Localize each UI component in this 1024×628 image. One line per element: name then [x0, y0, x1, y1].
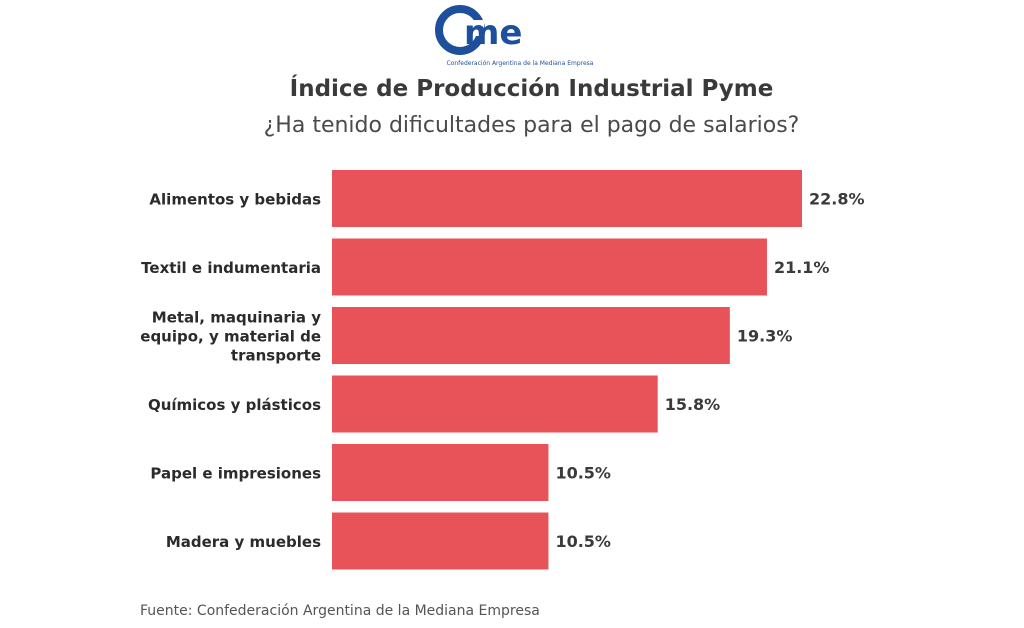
- bar-3: [332, 375, 658, 433]
- chart-subtitle: ¿Ha tenido dificultades para el pago de …: [263, 113, 800, 138]
- source-note: Fuente: Confederación Argentina de la Me…: [140, 603, 540, 619]
- value-label-1: 21.1%: [774, 258, 830, 277]
- category-label-2: Metal, maquinaria y equipo, y material de…: [140, 309, 321, 365]
- value-label-5: 10.5%: [555, 532, 611, 551]
- logo-subtitle: Confederación Argentina de la Mediana Em…: [446, 60, 594, 67]
- bar-0: [332, 170, 802, 227]
- bar-1: [332, 238, 767, 296]
- bar-4: [332, 444, 549, 501]
- bar-5: [332, 512, 549, 570]
- category-label-5: Madera y muebles: [166, 533, 321, 551]
- category-label-1: Textil e indumentaria: [141, 259, 321, 277]
- bar-2: [332, 307, 730, 364]
- category-label-3: Químicos y plásticos: [148, 396, 321, 414]
- chart-title: Índice de Producción Industrial Pyme: [289, 76, 774, 102]
- came-logo: me: [435, 5, 523, 55]
- value-label-0: 22.8%: [809, 190, 865, 209]
- value-label-4: 10.5%: [555, 464, 611, 483]
- category-label-4: Papel e impresiones: [150, 465, 321, 483]
- value-label-2: 19.3%: [737, 327, 793, 346]
- svg-text:me: me: [464, 13, 523, 53]
- category-label-0: Alimentos y bebidas: [149, 191, 321, 209]
- value-label-3: 15.8%: [665, 395, 721, 414]
